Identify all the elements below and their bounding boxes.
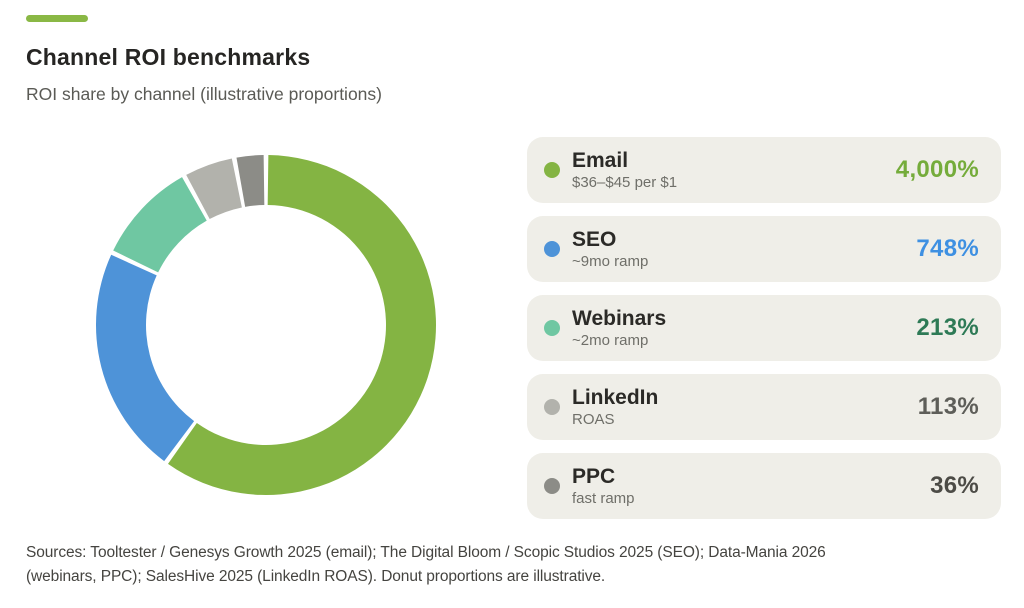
channel-sublabel: $36–$45 per $1 (572, 174, 678, 191)
channel-value: 748% (916, 235, 979, 262)
channel-value: 113% (917, 393, 979, 420)
channel-sublabel: ~9mo ramp (572, 253, 649, 270)
channel-sublabel: fast ramp (572, 490, 635, 507)
donut-slice-email (168, 155, 436, 495)
sources-note: Sources: Tooltester / Genesys Growth 202… (26, 541, 976, 589)
ppc-dot-icon (544, 478, 560, 494)
page-title: Channel ROI benchmarks (26, 44, 311, 70)
seo-dot-icon (544, 241, 560, 257)
legend-row-seo: SEO ~9mo ramp 748% (527, 216, 1001, 282)
channel-label: SEO (572, 228, 617, 251)
channel-label: Email (572, 149, 629, 172)
page-subtitle: ROI share by channel (illustrative propo… (26, 84, 382, 104)
linkedin-dot-icon (544, 399, 560, 415)
channel-labels: SEO ~9mo ramp (572, 227, 648, 271)
webinars-dot-icon (544, 320, 560, 336)
donut-slice-webinars (113, 177, 207, 273)
legend-row-ppc: PPC fast ramp 36% (527, 453, 1001, 519)
accent-bar (26, 15, 88, 22)
donut-chart (96, 155, 436, 495)
legend-row-linkedin: LinkedIn ROAS 113% (527, 374, 1001, 440)
channel-sublabel: ROAS (572, 411, 615, 428)
channel-labels: PPC fast ramp (572, 464, 635, 508)
donut-slice-linkedin (186, 158, 242, 220)
donut-slice-ppc (236, 155, 265, 207)
channel-labels: Webinars ~2mo ramp (572, 306, 666, 350)
legend: Email $36–$45 per $1 4,000% SEO ~9mo ramp 748… (527, 137, 1001, 519)
sources-line1: Sources: Tooltester / Genesys Growth 202… (26, 544, 826, 561)
channel-label: PPC (572, 465, 616, 488)
sources-line2: (webinars, PPC); SalesHive 2025 (LinkedI… (26, 568, 606, 585)
legend-row-webinars: Webinars ~2mo ramp 213% (527, 295, 1001, 361)
donut-slice-seo (96, 254, 195, 462)
channel-sublabel: ~2mo ramp (572, 332, 649, 349)
channel-value: 36% (930, 472, 979, 499)
channel-labels: Email $36–$45 per $1 (572, 148, 677, 192)
legend-row-email: Email $36–$45 per $1 4,000% (527, 137, 1001, 203)
email-dot-icon (544, 162, 560, 178)
channel-label: LinkedIn (572, 386, 659, 409)
channel-value: 213% (916, 314, 979, 341)
channel-label: Webinars (572, 307, 667, 330)
channel-value: 4,000% (895, 156, 979, 183)
channel-labels: LinkedIn ROAS (572, 385, 658, 429)
